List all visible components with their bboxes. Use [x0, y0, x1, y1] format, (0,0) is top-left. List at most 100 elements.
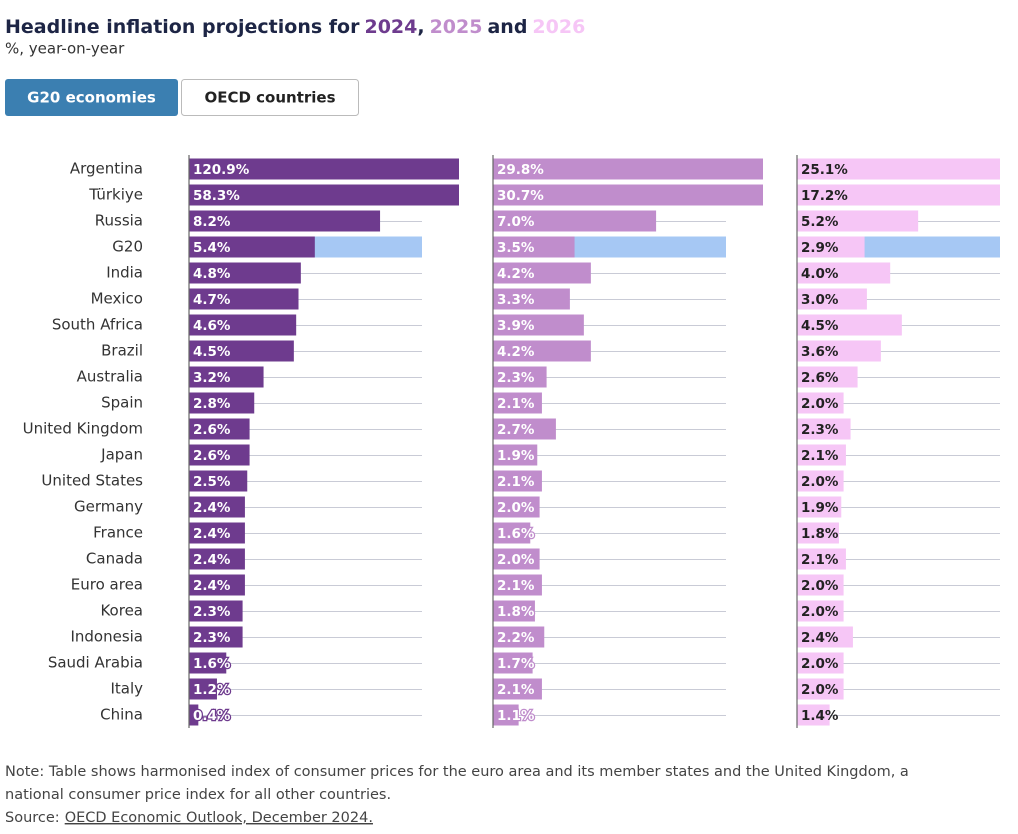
bar: [189, 652, 227, 674]
value-label: 120.9%: [193, 162, 250, 178]
bar: [493, 184, 763, 206]
bar: [493, 210, 657, 232]
bar: [493, 314, 584, 336]
panel: [493, 158, 763, 726]
bar: [493, 418, 556, 440]
value-label: 1.9%: [497, 448, 535, 464]
value-label: 3.5%: [497, 240, 535, 256]
value-label: 2.4%: [193, 578, 231, 594]
bar: [493, 678, 542, 700]
title-text: ,: [417, 16, 424, 38]
value-label: 2.0%: [801, 604, 839, 620]
tab-label[interactable]: OECD countries: [204, 89, 335, 107]
value-label: 25.1%: [801, 162, 848, 178]
value-label: 4.8%: [193, 266, 231, 282]
bar: [189, 210, 381, 232]
source-link[interactable]: OECD Economic Outlook, December 2024.: [65, 810, 373, 826]
bar: [189, 600, 243, 622]
category-label: Saudi Arabia: [48, 654, 143, 672]
tab-bg[interactable]: [181, 79, 359, 116]
bar: [493, 470, 542, 492]
category-label: Russia: [95, 212, 143, 230]
category-label: France: [93, 524, 143, 542]
tab[interactable]: OECD countries: [181, 79, 359, 116]
value-label: 3.3%: [497, 292, 535, 308]
category-label: Germany: [74, 498, 143, 516]
bar: [493, 236, 575, 258]
category-label: China: [100, 706, 143, 724]
category-label: Türkiye: [88, 186, 143, 204]
bar: [493, 704, 519, 726]
value-label: 1.6%: [497, 526, 535, 542]
bar: [493, 548, 540, 570]
bar: [493, 366, 547, 388]
bar: [797, 574, 844, 596]
panel: [189, 158, 459, 726]
value-label: 2.1%: [497, 578, 535, 594]
value-label: 1.9%: [801, 500, 839, 516]
plot: Argentina Türkiye Russia G20 India Mexico Sout…: [23, 155, 1000, 728]
value-label: 4.5%: [801, 318, 839, 334]
bar: [189, 184, 459, 206]
bar: [493, 392, 542, 414]
bar: [797, 704, 830, 726]
panel: [797, 158, 1000, 726]
bar: [493, 444, 538, 466]
bar: [189, 366, 264, 388]
bar: [189, 574, 245, 596]
bar: [797, 314, 902, 336]
value-label: 2.5%: [193, 474, 231, 490]
value-label: 2.3%: [193, 604, 231, 620]
value-label: 3.6%: [801, 344, 839, 360]
bar: [189, 496, 245, 518]
value-label: 2.1%: [801, 448, 839, 464]
value-label: 7.0%: [497, 214, 535, 230]
bar: [797, 470, 844, 492]
value-label: 2.0%: [497, 500, 535, 516]
value-label: 5.2%: [801, 214, 839, 230]
value-label: 2.1%: [497, 682, 535, 698]
value-label: 2.4%: [193, 526, 231, 542]
bar: [493, 158, 763, 180]
note: Note: Table shows harmonised index of co…: [5, 764, 909, 780]
value-label: 2.0%: [801, 396, 839, 412]
value-label: 2.8%: [193, 396, 231, 412]
value-label: 2.4%: [193, 500, 231, 516]
category-label: United States: [41, 472, 143, 490]
value-label: 3.0%: [801, 292, 839, 308]
bar: [189, 262, 301, 284]
value-label: 2.0%: [801, 656, 839, 672]
value-label: 1.6%: [193, 656, 231, 672]
tab-bg[interactable]: [5, 79, 178, 116]
category-label: Italy: [110, 680, 143, 698]
category-label: Canada: [86, 550, 143, 568]
value-label: 4.0%: [801, 266, 839, 282]
bar: [797, 548, 846, 570]
value-label: 58.3%: [193, 188, 240, 204]
value-label: 4.2%: [497, 266, 535, 282]
value-label: 30.7%: [497, 188, 544, 204]
bar: [189, 678, 217, 700]
value-label: 2.6%: [193, 422, 231, 438]
bar: [797, 418, 851, 440]
value-label: 1.2%: [193, 682, 231, 698]
category-label: United Kingdom: [23, 420, 143, 438]
value-label: 5.4%: [193, 240, 231, 256]
bar: [189, 704, 199, 726]
value-label: 3.9%: [497, 318, 535, 334]
bar: [797, 366, 858, 388]
value-label: 1.1%: [497, 708, 535, 724]
value-label: 1.4%: [801, 708, 839, 724]
bar: [493, 626, 545, 648]
tab[interactable]: G20 economies: [5, 79, 178, 116]
bar: [797, 678, 844, 700]
legend-entry: 2024: [364, 16, 417, 38]
value-label: 0.4%: [193, 708, 231, 724]
bar: [797, 600, 844, 622]
bar: [189, 236, 315, 258]
value-label: 2.0%: [801, 682, 839, 698]
tab-label[interactable]: G20 economies: [27, 89, 156, 107]
bar: [797, 262, 891, 284]
bar: [493, 600, 535, 622]
